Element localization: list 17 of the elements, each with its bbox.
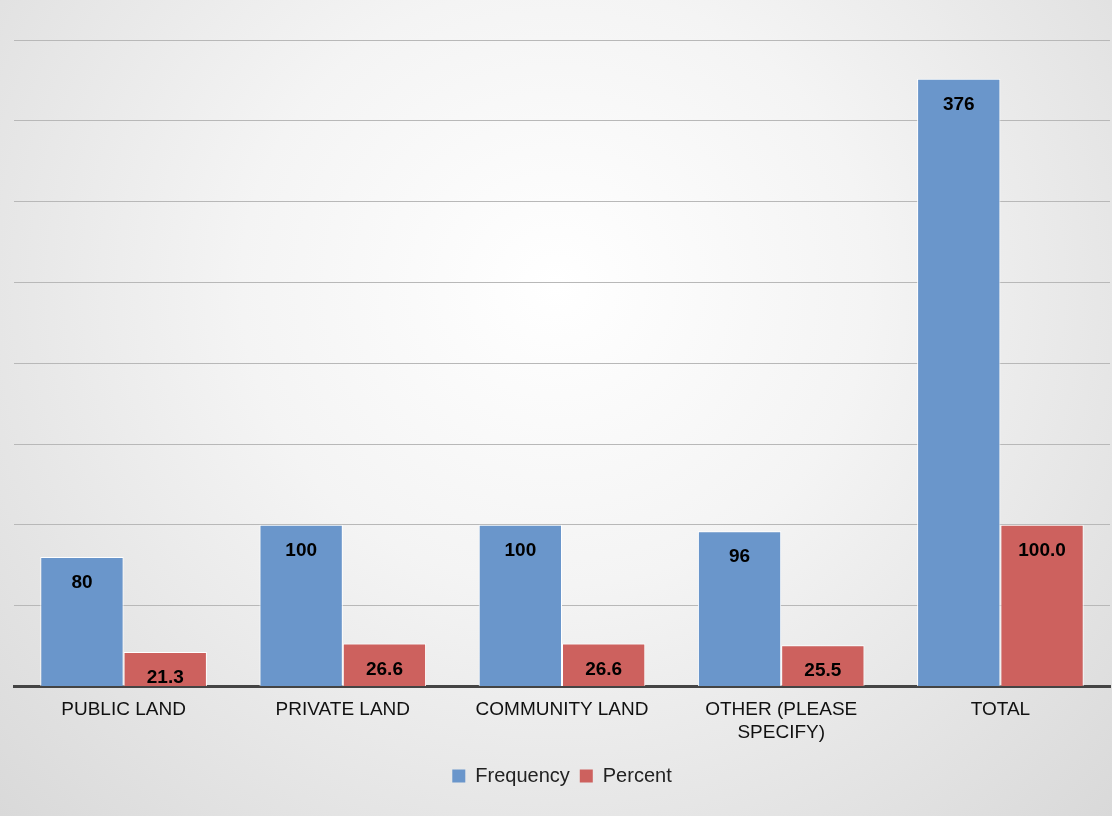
data-label: 26.6 [585,657,623,679]
legend-label: Frequency [475,763,570,786]
x-tick-label: OTHER (PLEASE SPECIFY) [705,698,858,742]
x-tick-label: PRIVATE LAND [275,698,411,720]
x-tick-label: PUBLIC LAND [61,698,186,720]
data-label: 100.0 [1018,539,1066,561]
data-label: 21.3 [146,666,184,688]
data-label: 100 [285,539,317,561]
x-tick-label: COMMUNITY LAND [475,698,649,720]
data-label: 80 [71,571,93,593]
data-label: 376 [942,93,975,115]
legend-label: Percent [602,763,673,786]
data-label: 100 [504,539,537,561]
data-label: 26.6 [365,657,403,679]
data-label: 25.5 [804,659,842,681]
data-label: 96 [728,545,751,567]
x-tick-label: TOTAL [970,698,1031,720]
